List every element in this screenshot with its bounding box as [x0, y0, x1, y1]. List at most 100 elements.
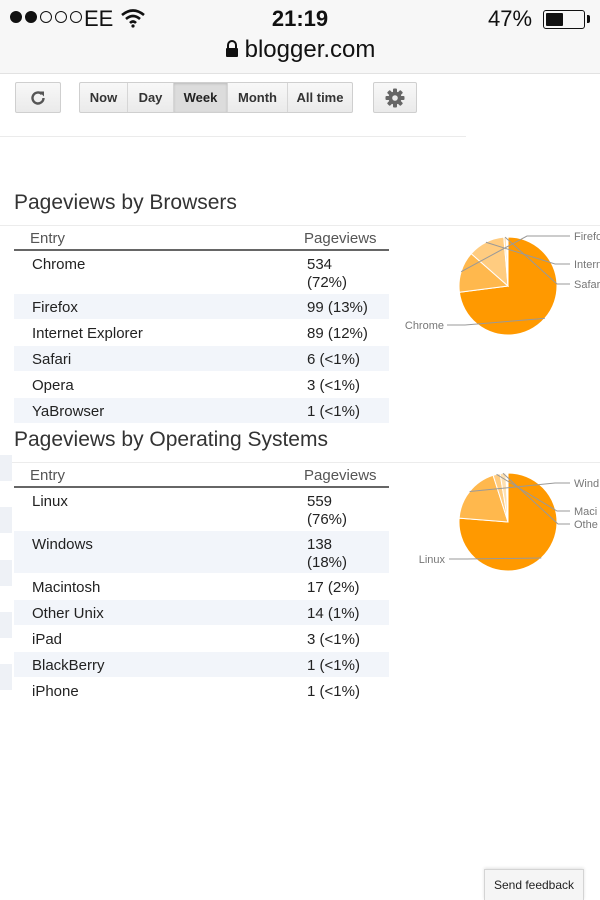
row-pageviews: 14 (1%)	[307, 605, 360, 622]
row-pageviews: 99 (13%)	[307, 299, 368, 316]
address-bar[interactable]: blogger.com	[0, 36, 600, 64]
pie-label: Wind	[574, 478, 599, 490]
table-header: Entry Pageviews	[14, 226, 389, 251]
row-pageviews: 1 (<1%)	[307, 657, 360, 674]
browsers-section-title: Pageviews by Browsers	[14, 191, 237, 214]
column-header-entry: Entry	[30, 467, 66, 484]
row-entry: Windows	[32, 536, 93, 553]
left-panel-stub	[0, 455, 12, 481]
pie-label: Othe	[574, 519, 598, 531]
row-pageviews: 3 (<1%)	[307, 377, 360, 394]
pie-leader-line	[447, 317, 545, 326]
table-row: Linux 559 (76%)	[14, 488, 389, 531]
battery-tip	[587, 15, 590, 23]
pie-label: Firefo	[574, 231, 600, 243]
carrier-name: EE	[84, 6, 114, 31]
table-row: Windows 138 (18%)	[14, 531, 389, 574]
pie-label: Maci	[574, 506, 597, 518]
range-alltime-button[interactable]: All time	[296, 90, 344, 105]
row-pageviews: 559 (76%)	[307, 493, 347, 529]
send-feedback-button[interactable]: Send feedback	[484, 869, 584, 900]
toolbar-divider	[0, 136, 466, 137]
pie-leader-line	[485, 241, 570, 265]
pageviews-count: 534	[307, 256, 333, 273]
row-entry: Opera	[32, 377, 74, 394]
left-panel-stub	[0, 612, 12, 638]
table-row: Safari 6 (<1%)	[14, 346, 389, 372]
row-pageviews: 6 (<1%)	[307, 351, 360, 368]
gear-icon	[385, 88, 405, 107]
signal-dot	[40, 11, 52, 23]
row-pageviews: 3 (<1%)	[307, 631, 360, 648]
range-now-button[interactable]: Now	[80, 83, 128, 112]
pageviews-count: 138	[307, 536, 333, 553]
row-entry: Firefox	[32, 299, 78, 316]
signal-strength-icon	[10, 11, 82, 23]
column-header-entry: Entry	[30, 230, 66, 247]
row-entry: Internet Explorer	[32, 325, 143, 342]
table-row: Internet Explorer 89 (12%)	[14, 320, 389, 346]
row-pageviews: 89 (12%)	[307, 325, 368, 342]
time-range-selector: Now Day Week Month All time	[79, 82, 353, 113]
refresh-icon	[31, 90, 45, 105]
pageviews-percent: (76%)	[307, 511, 348, 528]
browsers-table: Entry Pageviews Chrome 534 (72%) Firefox …	[14, 226, 389, 424]
row-pageviews: 138 (18%)	[307, 536, 347, 572]
lock-icon	[225, 39, 238, 57]
table-row: iPad 3 (<1%)	[14, 626, 389, 652]
url-text: blogger.com	[244, 36, 376, 63]
pie-leader-line	[460, 235, 570, 273]
row-pageviews: 1 (<1%)	[307, 403, 360, 420]
refresh-button[interactable]	[15, 82, 61, 113]
column-header-pageviews: Pageviews	[304, 230, 377, 247]
battery-percentage: 47%	[488, 6, 533, 31]
row-entry: Other Unix	[32, 605, 104, 622]
signal-dot	[70, 11, 82, 23]
os-table: Entry Pageviews Linux 559 (76%) Windows 1…	[14, 463, 389, 704]
range-week-button[interactable]: Week	[174, 83, 228, 112]
signal-dot	[25, 11, 37, 23]
table-row: Chrome 534 (72%)	[14, 251, 389, 294]
section-divider	[0, 462, 600, 463]
battery-fill	[546, 13, 563, 26]
range-day-button[interactable]: Day	[128, 83, 174, 112]
pageviews-count: 559	[307, 493, 333, 510]
row-pageviews: 534 (72%)	[307, 256, 347, 292]
pie-leader-line	[449, 557, 542, 560]
pie-label: Chrome	[405, 320, 444, 332]
pie-label: Safar	[574, 279, 600, 291]
left-panel-stub	[0, 664, 12, 690]
left-panel-stub	[0, 560, 12, 586]
table-row: Macintosh 17 (2%)	[14, 574, 389, 600]
pageviews-percent: (72%)	[307, 274, 348, 291]
battery-icon	[543, 10, 585, 29]
pie-slice	[458, 474, 509, 523]
range-month-button[interactable]: Month	[228, 83, 288, 112]
table-row: BlackBerry 1 (<1%)	[14, 652, 389, 678]
status-bar: EE 21:19 47% blogger.com	[0, 0, 600, 74]
pie-leader-line	[504, 236, 570, 285]
pie-label: Intern	[574, 259, 600, 271]
row-entry: YaBrowser	[32, 403, 105, 420]
row-entry: Linux	[32, 493, 68, 510]
row-entry: Chrome	[32, 256, 86, 273]
pageviews-percent: (18%)	[307, 554, 348, 571]
wifi-icon	[121, 9, 145, 28]
row-pageviews: 1 (<1%)	[307, 683, 360, 700]
section-divider	[0, 225, 600, 226]
row-entry: Macintosh	[32, 579, 101, 596]
left-panel-stub	[0, 507, 12, 533]
row-entry: iPhone	[32, 683, 79, 700]
os-section-title: Pageviews by Operating Systems	[14, 428, 328, 451]
table-row: iPhone 1 (<1%)	[14, 678, 389, 704]
signal-dot	[55, 11, 67, 23]
table-row: Opera 3 (<1%)	[14, 372, 389, 398]
pie-label: Linux	[419, 554, 446, 566]
table-row: YaBrowser 1 (<1%)	[14, 398, 389, 424]
table-row: Firefox 99 (13%)	[14, 294, 389, 320]
pie-leader-line	[469, 482, 570, 493]
settings-button[interactable]	[373, 82, 417, 113]
browsers-pie-chart: Chrome Firefo Intern Safar	[405, 231, 600, 336]
status-time: 21:19	[271, 6, 329, 31]
